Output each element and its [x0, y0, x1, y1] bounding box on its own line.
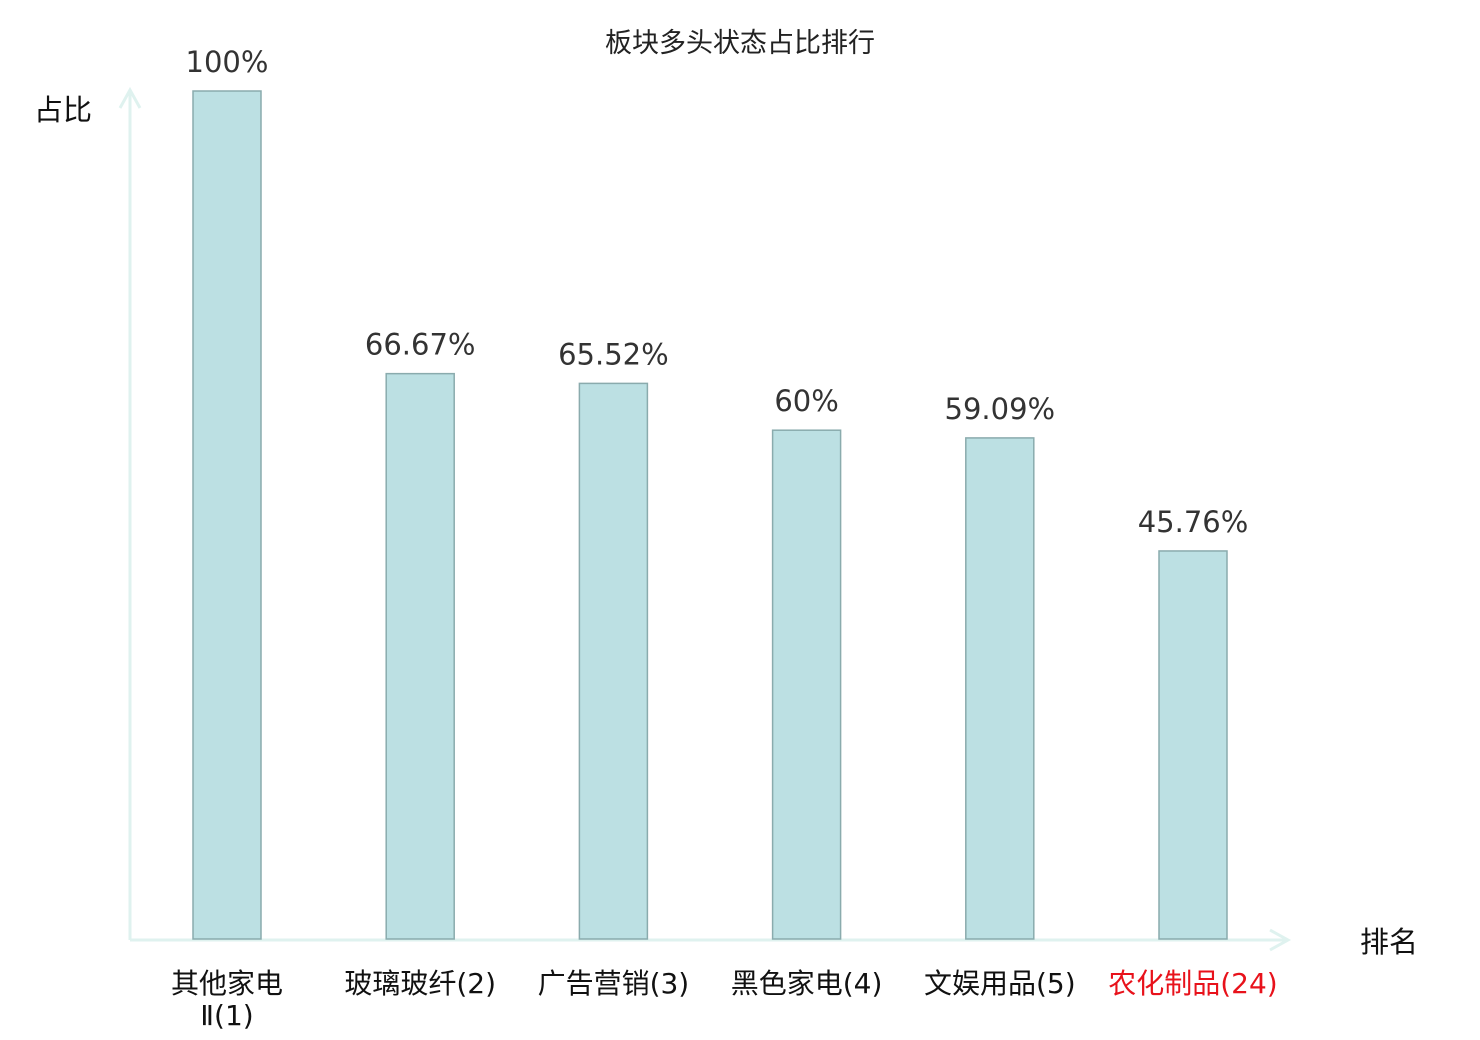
- axes: [118, 86, 1292, 952]
- bar: [965, 437, 1035, 940]
- data-label: 100%: [186, 45, 269, 79]
- y-axis-label: 占比: [34, 93, 92, 127]
- data-label: 65.52%: [558, 337, 669, 371]
- data-label: 66.67%: [365, 328, 476, 362]
- x-axis-arrow-icon: [1269, 928, 1292, 952]
- bar: [192, 90, 262, 940]
- data-label: 60%: [774, 384, 838, 418]
- x-tick-label: 文娱用品(5): [924, 967, 1076, 1000]
- x-tick-label: 其他家电: [171, 967, 283, 1000]
- bar: [1158, 550, 1228, 940]
- x-tick-label: Ⅱ(1): [200, 999, 253, 1032]
- y-axis-arrow-icon: [118, 86, 142, 109]
- bar: [771, 429, 842, 940]
- data-label: 59.09%: [945, 392, 1056, 426]
- bar: [385, 372, 455, 940]
- x-tick-label: 广告营销(3): [538, 967, 690, 1000]
- data-label: 45.76%: [1138, 505, 1249, 539]
- x-tick-label: 黑色家电(4): [731, 967, 883, 1000]
- chart-title: 板块多头状态占比排行: [605, 28, 875, 59]
- bar: [578, 382, 649, 940]
- x-tick-label: 玻璃玻纤(2): [344, 967, 496, 1000]
- x-axis-label: 排名: [1360, 925, 1418, 959]
- x-tick-label: 农化制品(24): [1108, 967, 1277, 1000]
